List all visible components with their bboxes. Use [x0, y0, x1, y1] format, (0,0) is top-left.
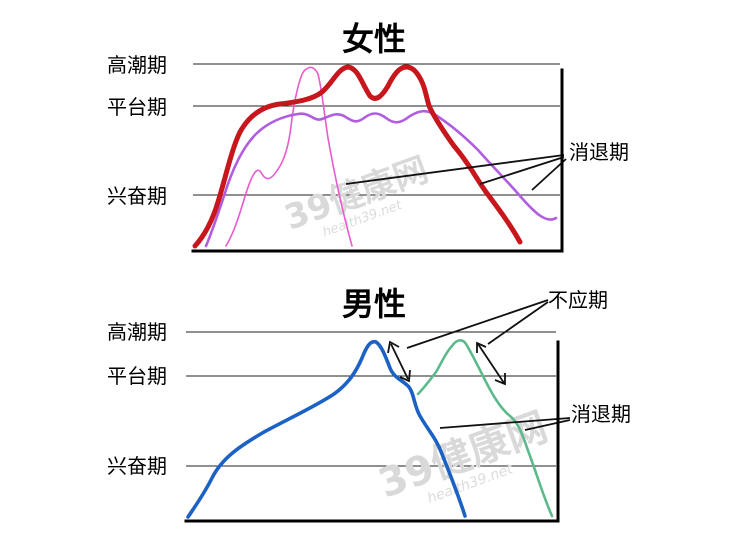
male-refractory-pointer-left: [406, 299, 549, 349]
female-excitement-label: 兴奋期: [107, 184, 167, 208]
male-resolution-pointer-green: [524, 419, 571, 431]
male-resolution-pointer-blue: [439, 417, 571, 429]
male-refractory-pointer-right: [487, 301, 549, 345]
female-orgasm-label: 高潮期: [107, 53, 167, 77]
female-resolution-label: 消退期: [569, 140, 629, 164]
male-plateau-label: 平台期: [107, 364, 167, 388]
female-curve-red: [192, 64, 523, 249]
male-refractory-arrow-right: [476, 341, 506, 386]
female-axes: [191, 68, 564, 253]
female-panel: 女性 高潮期 平台期 兴奋期 39健康网 health39.net 消退期: [107, 20, 629, 253]
male-resolution-label: 消退期: [571, 402, 631, 426]
female-resolution-pointer-purple: [531, 158, 567, 191]
female-curve-purple: [204, 109, 558, 248]
female-resolution-pointer-red: [479, 156, 565, 185]
female-resolution-pointer-pink: [345, 154, 565, 185]
male-excitement-label: 兴奋期: [107, 454, 167, 478]
male-axes: [184, 340, 560, 523]
male-curve-blue: [186, 339, 467, 519]
male-curve-green: [416, 339, 554, 518]
female-plateau-label: 平台期: [107, 95, 167, 119]
female-watermark: 39健康网 health39.net: [279, 150, 433, 241]
female-panel-title: 女性: [342, 20, 406, 58]
male-panel: 男性 高潮期 平台期 兴奋期 39健康网 health39.net 不应期: [107, 285, 631, 523]
male-refractory-label: 不应期: [548, 288, 608, 312]
male-refractory-arrow-left: [387, 340, 411, 383]
male-panel-title: 男性: [342, 285, 406, 323]
male-orgasm-label: 高潮期: [107, 320, 167, 344]
